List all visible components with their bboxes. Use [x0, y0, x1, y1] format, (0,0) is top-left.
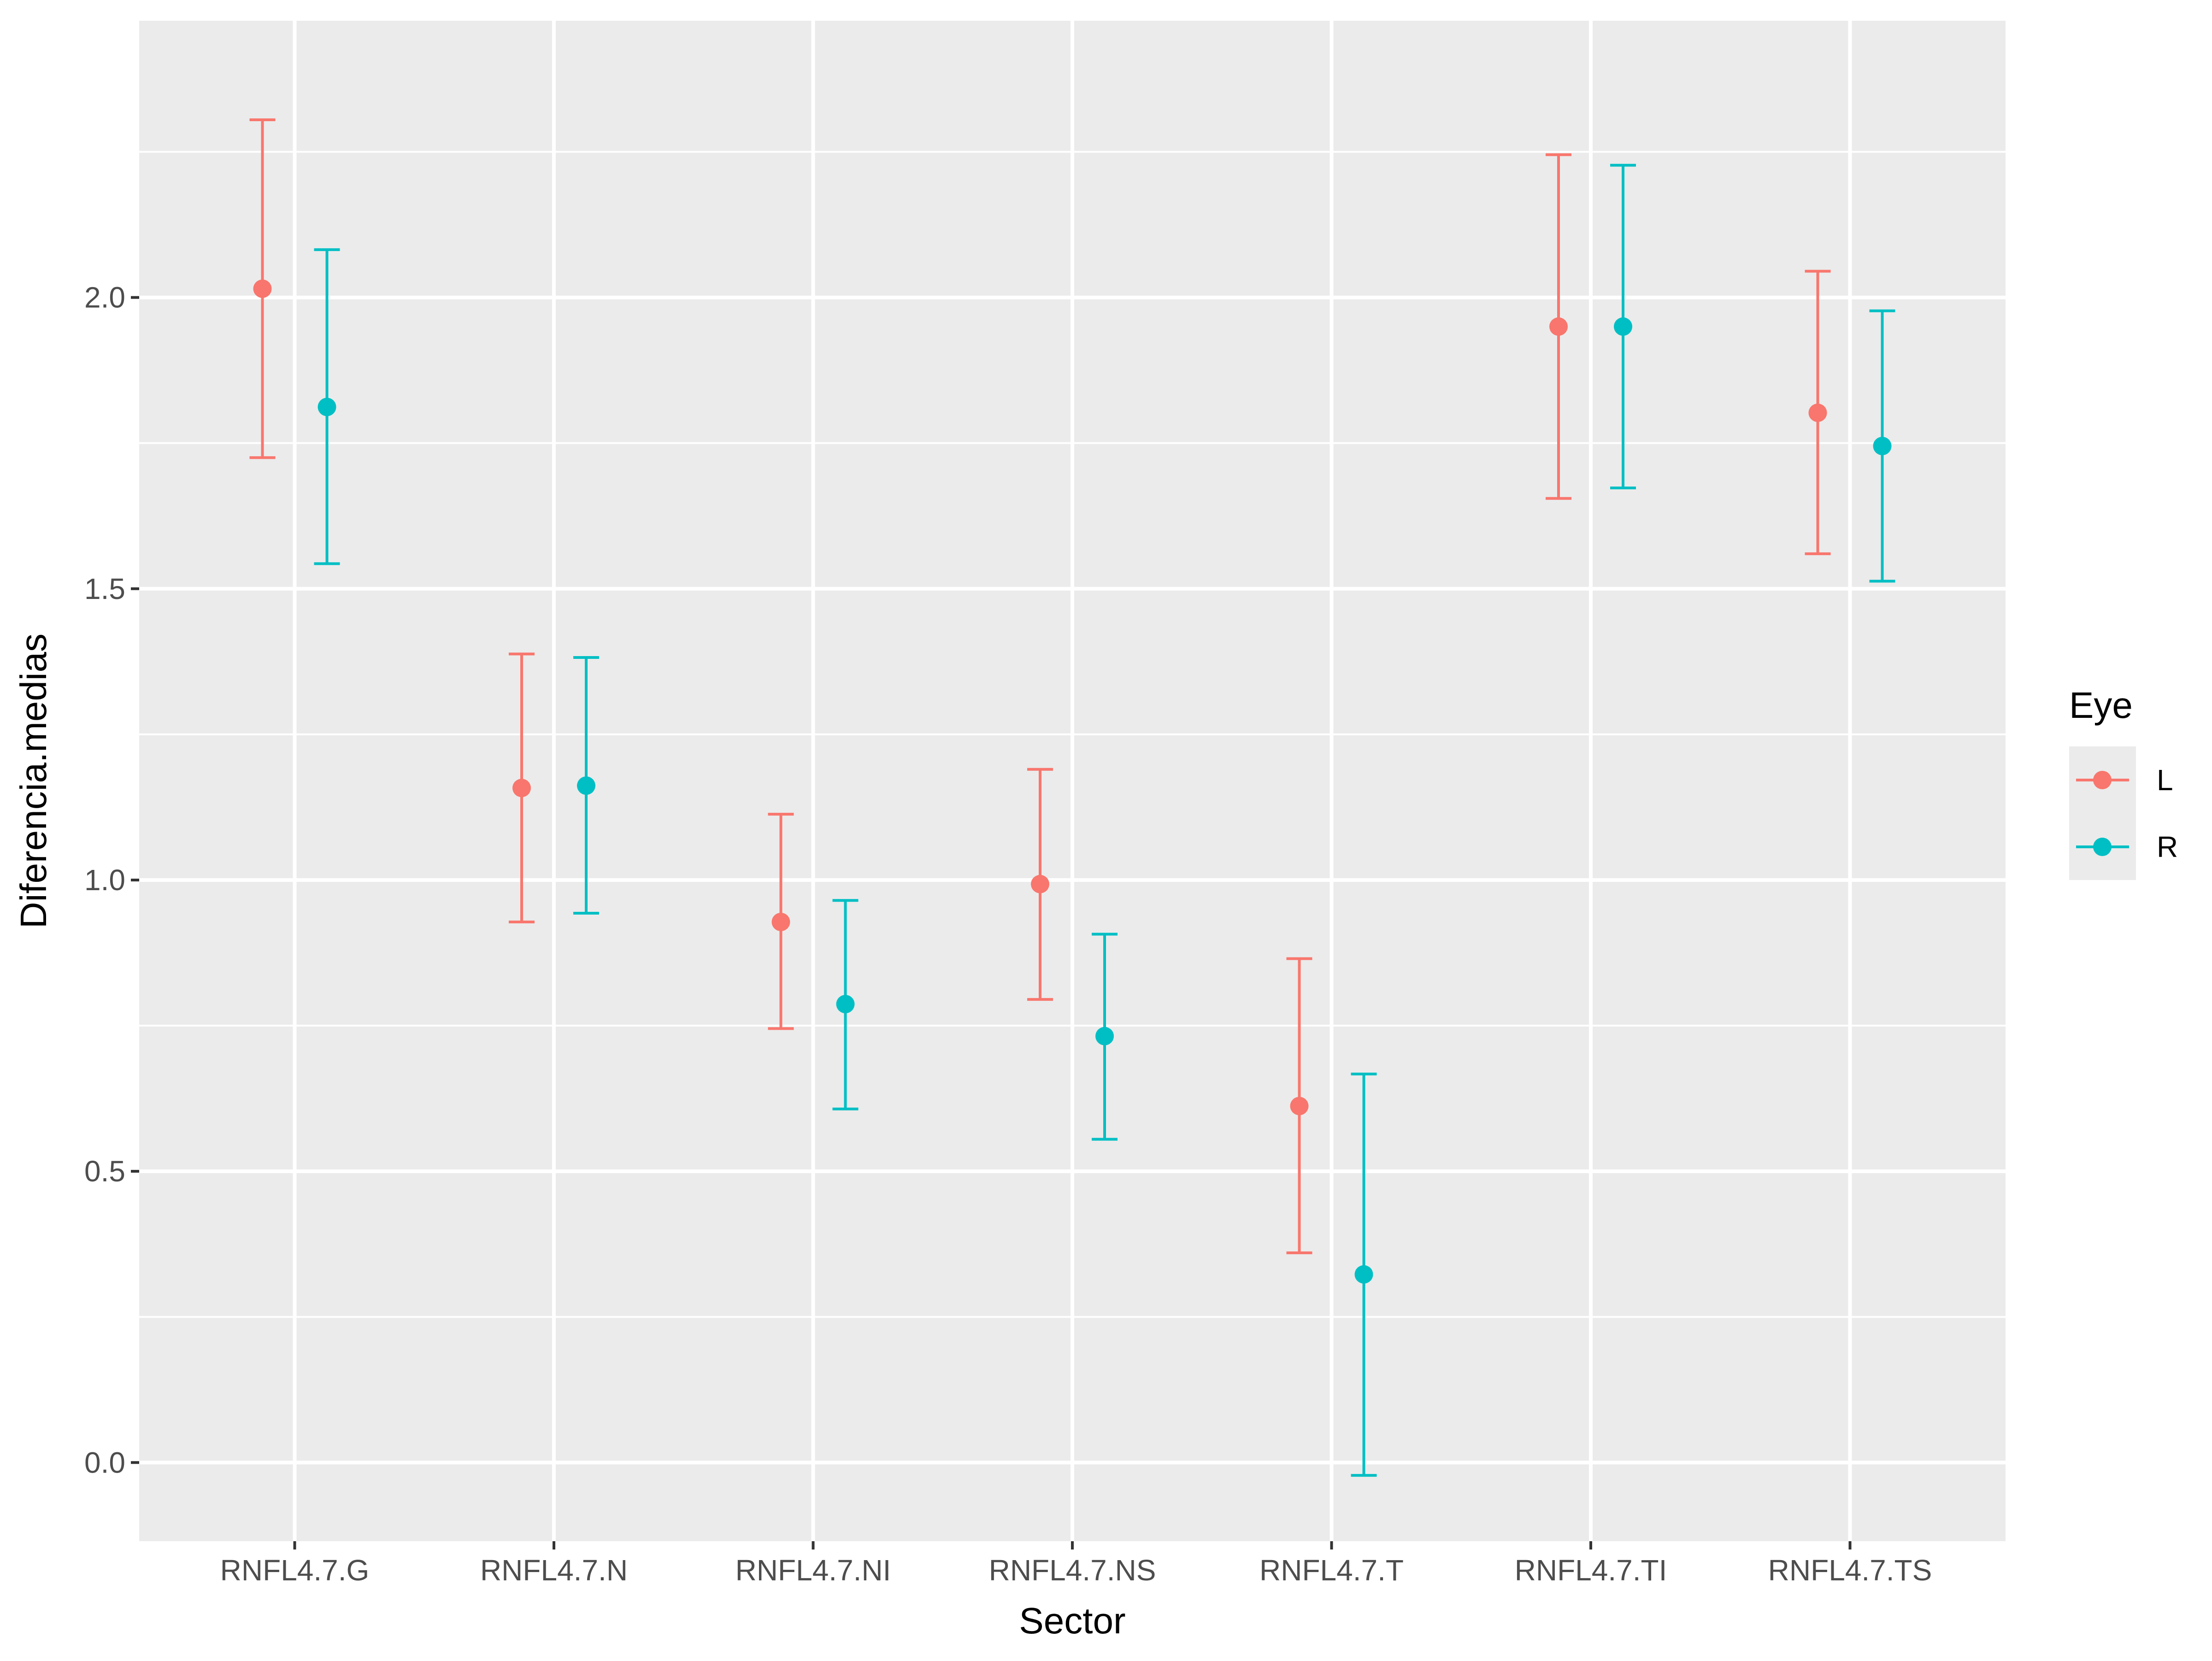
x-tick-label: RNFL4.7.G: [220, 1554, 370, 1587]
data-point-L: [1031, 875, 1049, 893]
data-point-L: [1808, 403, 1827, 422]
y-axis-title: Diferencia.medias: [13, 634, 54, 928]
data-point-R: [1614, 317, 1632, 336]
grid-major: [139, 21, 2006, 1541]
x-tick-label: RNFL4.7.TI: [1515, 1554, 1667, 1587]
legend-key-point-L: [2093, 771, 2112, 789]
legend-label-L: L: [2157, 763, 2173, 797]
x-tick-label: RNFL4.7.NI: [735, 1554, 891, 1587]
x-tick-label: RNFL4.7.NS: [989, 1554, 1156, 1587]
data-point-L: [771, 912, 790, 931]
data-point-R: [1354, 1265, 1373, 1284]
series-layer: [249, 118, 1895, 1477]
data-point-L: [1290, 1097, 1309, 1115]
series-R: [314, 164, 1895, 1477]
y-tick-label: 1.0: [84, 863, 125, 897]
data-point-R: [1873, 436, 1892, 455]
data-point-L: [1549, 317, 1568, 336]
x-axis-title: Sector: [1019, 1600, 1125, 1641]
y-tick-label: 2.0: [84, 281, 125, 314]
y-tick-label: 1.5: [84, 572, 125, 605]
data-point-R: [1095, 1027, 1114, 1045]
legend-title: Eye: [2069, 685, 2133, 726]
x-tick-label: RNFL4.7.TS: [1768, 1554, 1932, 1587]
y-tick-label: 0.5: [84, 1155, 125, 1188]
data-point-R: [836, 995, 855, 1014]
data-point-R: [577, 776, 595, 795]
legend-label-R: R: [2157, 830, 2178, 863]
data-point-L: [253, 279, 272, 298]
data-point-R: [318, 398, 336, 417]
legend-key-background: [2069, 746, 2136, 880]
y-axis: 0.0 0.5 1.0 1.5 2.0: [84, 281, 139, 1479]
x-tick-label: RNFL4.7.N: [480, 1554, 628, 1587]
y-tick-label: 0.0: [84, 1446, 125, 1479]
data-point-L: [512, 779, 531, 798]
legend-key-point-R: [2093, 838, 2112, 856]
legend-items: LR: [2076, 763, 2178, 863]
x-tick-label: RNFL4.7.T: [1259, 1554, 1404, 1587]
legend: Eye LR: [2069, 685, 2178, 880]
series-L: [249, 118, 1831, 1255]
x-axis: RNFL4.7.G RNFL4.7.N RNFL4.7.NI RNFL4.7.NS RN…: [220, 1541, 1932, 1587]
